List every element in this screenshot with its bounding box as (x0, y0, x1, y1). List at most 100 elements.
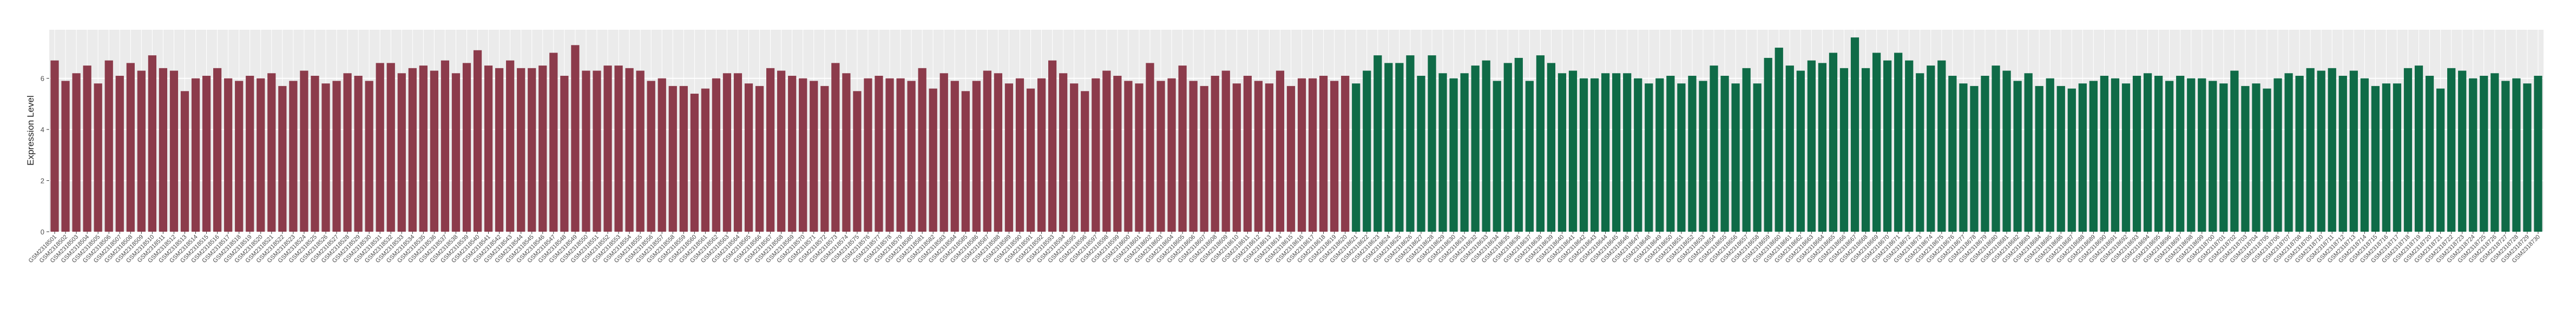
y-tick-label: 0 (41, 228, 44, 236)
bar (1330, 81, 1339, 232)
bar (1319, 75, 1328, 232)
bar (1156, 81, 1165, 232)
bar (365, 81, 373, 232)
bar (777, 70, 786, 232)
bar (1471, 66, 1480, 232)
bar (2393, 83, 2402, 232)
bar (2078, 83, 2087, 232)
bar (983, 70, 991, 232)
bar (2338, 75, 2347, 232)
bar (2046, 78, 2054, 232)
bar (820, 86, 829, 232)
bar (1081, 91, 1089, 232)
bar (169, 70, 179, 232)
bar (2469, 78, 2478, 232)
bar (94, 83, 102, 232)
bar (180, 91, 189, 232)
bar (1232, 83, 1241, 232)
bar (755, 86, 764, 232)
bar (517, 68, 525, 232)
bar (1927, 66, 1935, 232)
bar (614, 66, 623, 232)
bar (2403, 68, 2413, 232)
bar (1829, 53, 1838, 232)
bar (1536, 55, 1545, 232)
bar (1764, 57, 1772, 232)
bar (343, 73, 352, 232)
bar (213, 68, 222, 232)
bar (1558, 73, 1567, 232)
bar (668, 86, 677, 232)
bar (2067, 88, 2076, 232)
bar (1612, 73, 1621, 232)
bar (2382, 83, 2391, 232)
bar (1092, 78, 1100, 232)
bar (896, 78, 905, 232)
bar (2425, 75, 2434, 232)
bar (1731, 83, 1740, 232)
bar (1384, 63, 1393, 232)
bar (1297, 78, 1306, 232)
bar (1341, 75, 1350, 232)
bar (1753, 83, 1762, 232)
bar (2371, 86, 2380, 232)
bar (1992, 66, 2000, 232)
bar (961, 91, 970, 232)
bar (744, 83, 753, 232)
bar (159, 68, 168, 232)
bar (1374, 55, 1382, 232)
bar (148, 55, 156, 232)
bar (1493, 81, 1501, 232)
bar (1720, 75, 1729, 232)
bar (571, 45, 580, 232)
bar (1428, 55, 1436, 232)
bar (495, 68, 504, 232)
bar (50, 60, 59, 232)
bar (2458, 70, 2467, 232)
bar (2436, 88, 2445, 232)
bar (246, 75, 254, 232)
bar (907, 81, 916, 232)
bar (1004, 83, 1014, 232)
bar (2143, 73, 2152, 232)
bar (2360, 78, 2369, 232)
bar (354, 75, 363, 232)
bar (1905, 60, 1914, 232)
bar (2154, 75, 2163, 232)
bar (1438, 73, 1447, 232)
bar (397, 73, 406, 232)
bar (1406, 55, 1415, 232)
bar (538, 66, 547, 232)
bar (875, 75, 883, 232)
bar (1503, 63, 1512, 232)
bar (2241, 86, 2250, 232)
bar (1514, 57, 1523, 232)
bar (1243, 75, 1252, 232)
bar (1026, 88, 1035, 232)
bar (2002, 70, 2011, 232)
bar (1688, 75, 1697, 232)
bar (842, 73, 851, 232)
bar (1590, 78, 1599, 232)
bar (2132, 75, 2141, 232)
bar (441, 60, 450, 232)
bar (733, 73, 742, 232)
bar (1449, 78, 1458, 232)
bar (2480, 75, 2488, 232)
bar (1167, 78, 1176, 232)
bar (2447, 68, 2456, 232)
bar (1363, 70, 1371, 232)
bar (2306, 68, 2315, 232)
bar (2121, 83, 2131, 232)
bar (2056, 86, 2065, 232)
bar (1178, 66, 1187, 232)
bar (2219, 83, 2228, 232)
bar (419, 66, 428, 232)
bar (1211, 75, 1219, 232)
bar (1666, 75, 1675, 232)
bar (939, 73, 948, 232)
bar (1850, 37, 1859, 232)
bar (278, 86, 287, 232)
bar (712, 78, 721, 232)
